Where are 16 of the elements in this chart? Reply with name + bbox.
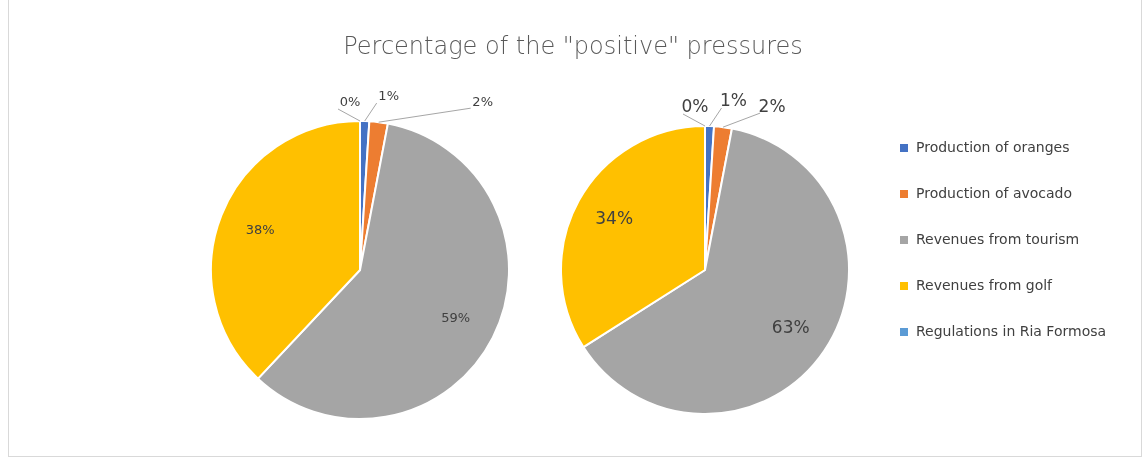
data-label: 63% — [771, 316, 810, 337]
text: 0% — [681, 96, 709, 117]
chart-title: Percentage of the "positive" pressures — [342, 32, 804, 60]
data-label: 1% — [720, 90, 748, 111]
data-label: 34% — [595, 208, 634, 229]
data-label: 1% — [378, 88, 399, 104]
legend-label: Revenues from golf — [916, 276, 1053, 295]
data-label: 38% — [245, 221, 275, 237]
text: 0% — [339, 94, 361, 110]
legend-label: Production of oranges — [916, 138, 1070, 157]
legend-label: Regulations in Ria Formosa — [916, 322, 1107, 341]
legend-label: Revenues from tourism — [916, 230, 1080, 249]
data-label: 2% — [758, 95, 786, 116]
data-label: 59% — [441, 310, 471, 326]
legend-label: Production of avocado — [916, 184, 1073, 203]
data-label: 2% — [472, 93, 493, 109]
